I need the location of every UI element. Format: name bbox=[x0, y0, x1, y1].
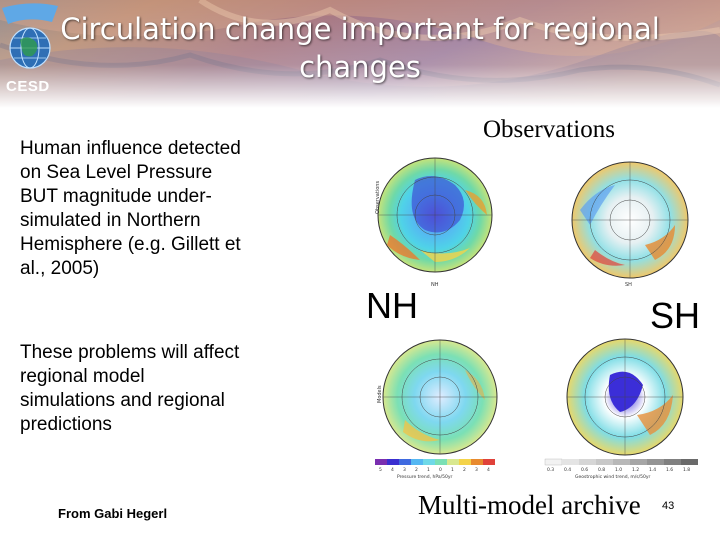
map-label-observations: Observations bbox=[375, 181, 381, 214]
wind-tick: 1.4 bbox=[649, 467, 656, 473]
credit-text: From Gabi Hegerl bbox=[58, 506, 168, 521]
pressure-tick: 3 bbox=[403, 467, 406, 473]
map-sh-models bbox=[566, 338, 684, 456]
nh-label: NH bbox=[366, 285, 418, 326]
observations-label: Observations bbox=[483, 116, 615, 143]
pressure-tick: 1 bbox=[451, 467, 454, 473]
pressure-tick: 5 bbox=[379, 467, 382, 473]
pressure-tick: 3 bbox=[475, 467, 478, 473]
pressure-tick: 0 bbox=[439, 467, 442, 473]
page-number: 43 bbox=[662, 500, 675, 512]
map-sh-observations bbox=[571, 161, 689, 279]
pressure-tick: 2 bbox=[415, 467, 418, 473]
multi-model-archive-label: Multi-model archive bbox=[418, 490, 641, 520]
text-line: al., 2005) bbox=[20, 258, 100, 279]
map-nh-models bbox=[382, 339, 498, 455]
text-line: predictions bbox=[20, 414, 112, 435]
pressure-scale-title: Pressure trend, hPa/50yr bbox=[397, 474, 453, 480]
pressure-tick: 2 bbox=[463, 467, 466, 473]
wind-tick: 0.3 bbox=[547, 467, 554, 473]
paragraph-human-influence: Human influence detected on Sea Level Pr… bbox=[20, 137, 320, 281]
cesd-logo bbox=[2, 3, 58, 69]
text-line: regional model bbox=[20, 366, 145, 387]
map-label-nh: NH bbox=[431, 282, 439, 288]
wind-tick: 1.2 bbox=[632, 467, 639, 473]
pressure-tick: 1 bbox=[427, 467, 430, 473]
wind-scale-title: Geostrophic wind trend, m/s/50yr bbox=[575, 474, 651, 480]
slide-title: Circulation change important for regiona… bbox=[60, 10, 660, 86]
text-line: Human influence detected bbox=[20, 138, 241, 159]
text-line: simulations and regional bbox=[20, 390, 225, 411]
map-label-sh: SH bbox=[625, 282, 632, 288]
pressure-trend-colorbar bbox=[375, 459, 495, 465]
text-line: on Sea Level Pressure bbox=[20, 162, 213, 183]
wind-tick: 1.0 bbox=[615, 467, 622, 473]
wind-tick: 0.8 bbox=[598, 467, 605, 473]
text-line: Hemisphere (e.g. Gillett et bbox=[20, 234, 241, 255]
logo-label: CESD bbox=[6, 78, 50, 95]
wind-tick: 1.6 bbox=[666, 467, 673, 473]
map-nh-observations bbox=[377, 157, 493, 273]
title-line-2: changes bbox=[299, 50, 421, 84]
title-line-1: Circulation change important for regiona… bbox=[60, 12, 660, 46]
text-line: simulated in Northern bbox=[20, 210, 201, 231]
wind-tick: 0.4 bbox=[564, 467, 571, 473]
wind-trend-colorbar bbox=[544, 458, 698, 466]
text-line: These problems will affect bbox=[20, 342, 240, 363]
text-line: BUT magnitude under- bbox=[20, 186, 212, 207]
pressure-tick: 4 bbox=[487, 467, 490, 473]
map-label-models: Models bbox=[377, 385, 383, 403]
pressure-tick: 4 bbox=[391, 467, 394, 473]
polar-maps-figure: Observations Models NH SH 5 4 3 2 1 0 1 … bbox=[375, 157, 698, 480]
paragraph-regional-problems: These problems will affect regional mode… bbox=[20, 341, 320, 437]
header-banner bbox=[0, 0, 720, 108]
wind-tick: 0.6 bbox=[581, 467, 588, 473]
sh-label: SH bbox=[650, 295, 701, 336]
wind-tick: 1.8 bbox=[683, 467, 690, 473]
